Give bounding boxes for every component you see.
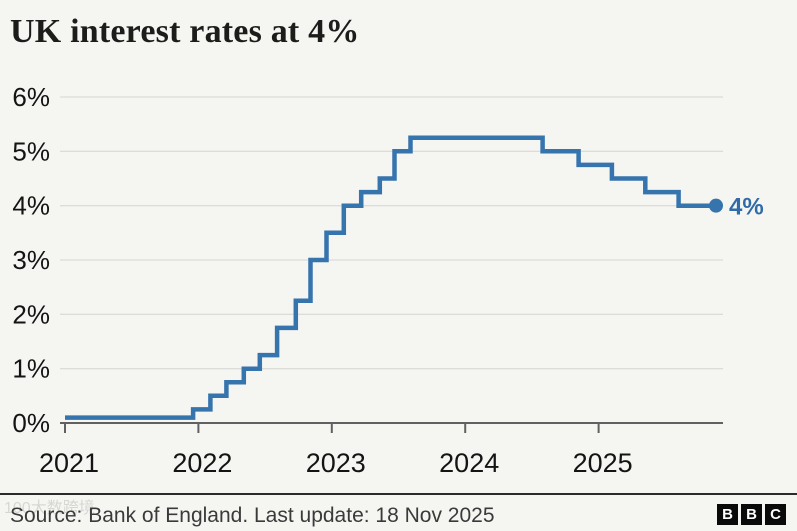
x-axis-label: 2024 <box>439 448 499 478</box>
rate-step-line <box>65 135 716 420</box>
y-axis-label: 1% <box>12 354 50 384</box>
bbc-logo-block-1: B <box>717 504 738 525</box>
x-axis-label: 2022 <box>172 448 232 478</box>
end-point-dot <box>709 198 723 213</box>
chart-title: UK interest rates at 4% <box>10 13 360 50</box>
y-axis-label: 6% <box>12 82 50 112</box>
y-axis-label: 5% <box>12 136 50 166</box>
y-axis-label: 0% <box>12 408 50 438</box>
x-axis-label: 2021 <box>39 448 99 478</box>
y-axis-label: 2% <box>12 299 50 329</box>
footer-divider <box>0 493 797 495</box>
bbc-logo-block-3: C <box>765 504 786 525</box>
x-axis-label: 2023 <box>306 448 366 478</box>
bbc-logo-block-2: B <box>741 504 762 525</box>
end-point-label: 4% <box>729 194 764 221</box>
bbc-logo: B B C <box>717 504 786 525</box>
y-axis-label: 4% <box>12 191 50 221</box>
y-axis-label: 3% <box>12 245 50 275</box>
source-caption: Source: Bank of England. Last update: 18… <box>10 504 495 527</box>
x-axis-label: 2025 <box>573 448 633 478</box>
